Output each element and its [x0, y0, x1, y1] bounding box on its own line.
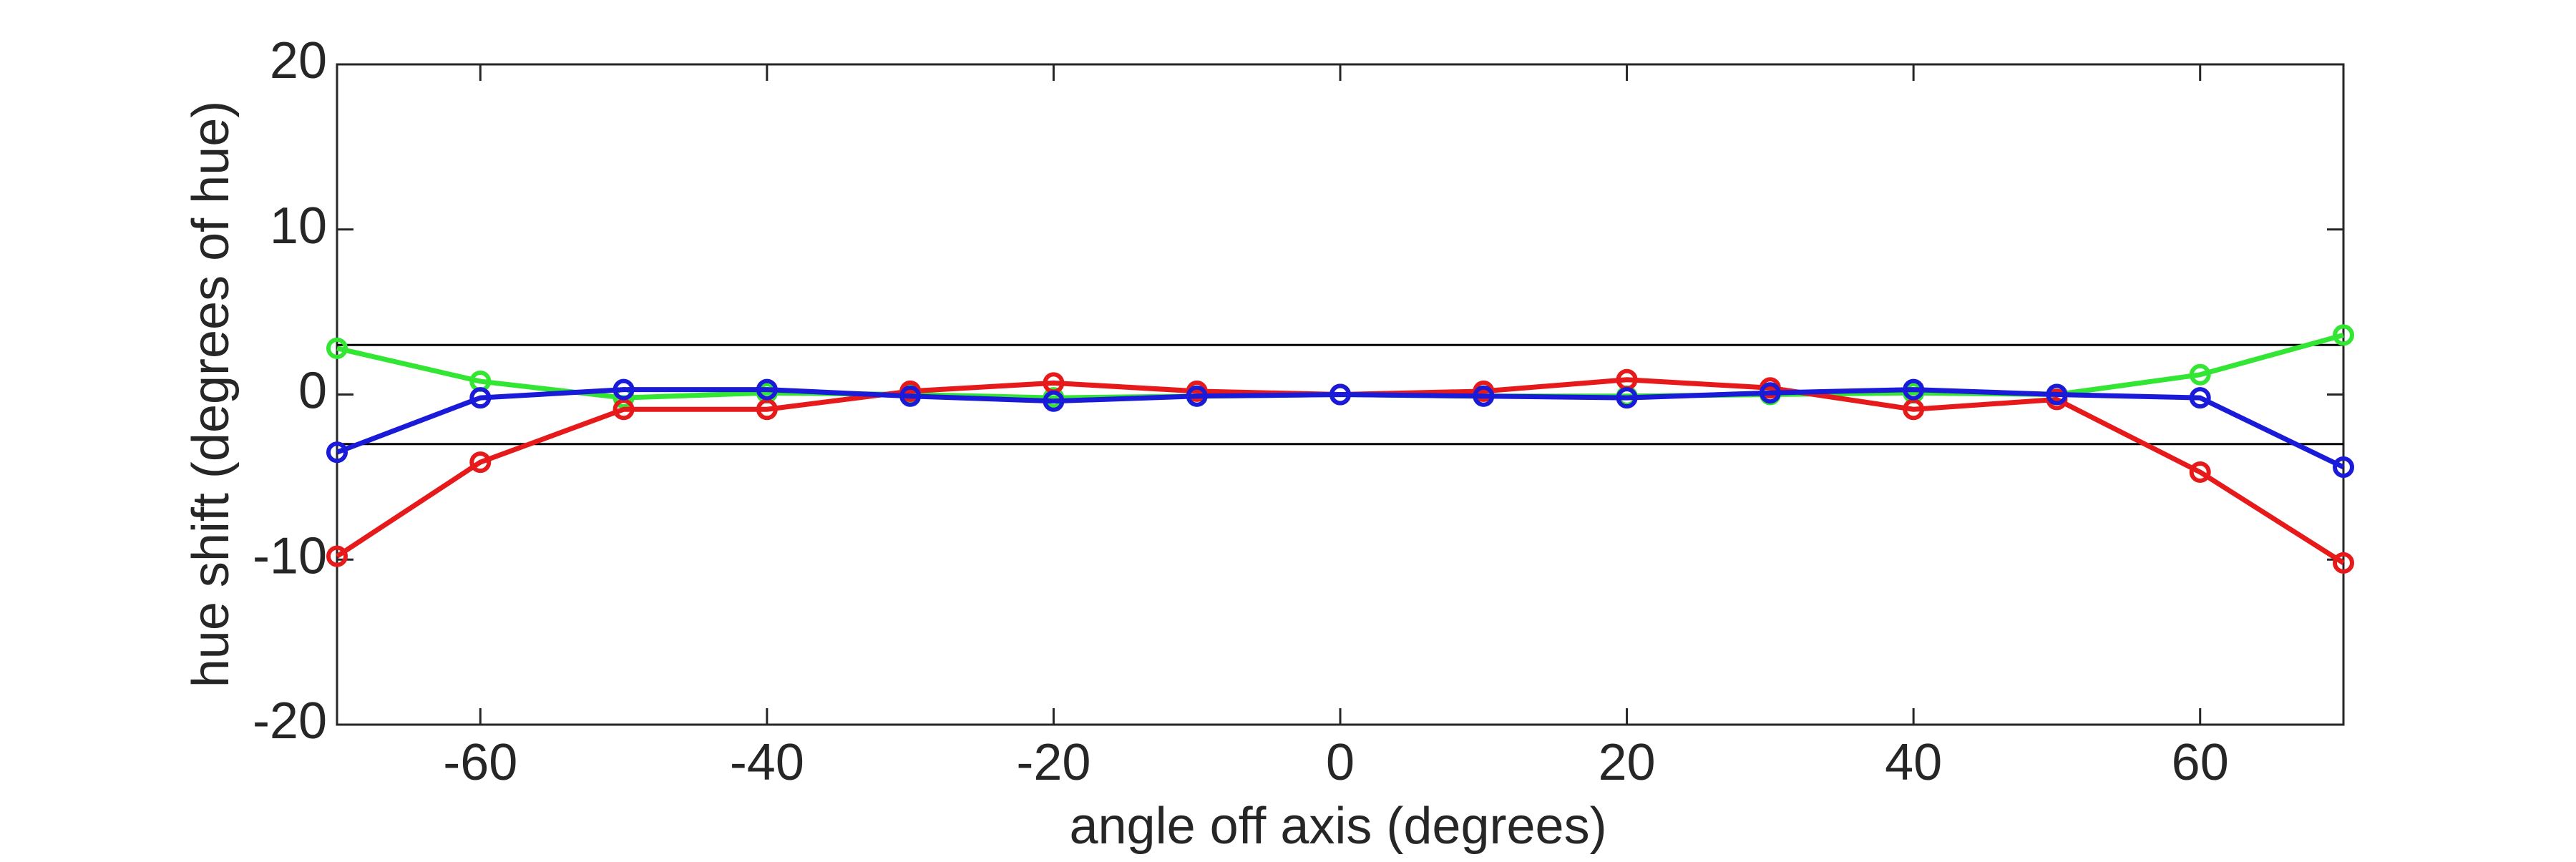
point-marker — [326, 545, 348, 567]
point-marker — [2333, 552, 2354, 574]
y-tick-label: 0 — [298, 363, 327, 420]
point-marker — [2046, 383, 2068, 406]
point-marker — [2189, 461, 2211, 483]
series-line — [336, 387, 2345, 470]
x-tick-label: -20 — [1016, 734, 1091, 791]
point-marker — [756, 398, 778, 421]
point-marker — [1903, 378, 1925, 401]
point-marker — [1043, 390, 1065, 412]
point-marker — [2189, 363, 2211, 386]
point-marker — [326, 441, 348, 464]
point-marker — [899, 385, 922, 407]
point-marker — [2333, 324, 2354, 346]
point-marker — [1903, 398, 1925, 421]
x-tick-label: 20 — [1599, 734, 1656, 791]
point-marker — [1759, 382, 1781, 404]
y-tick-label: -10 — [253, 527, 327, 584]
point-marker — [756, 378, 778, 401]
point-marker — [469, 387, 492, 409]
x-axis-label: angle off axis (degrees) — [1069, 798, 1606, 855]
point-marker — [1330, 383, 1351, 406]
y-tick-label: 20 — [270, 32, 327, 89]
point-marker — [326, 337, 348, 359]
point-marker — [613, 378, 635, 401]
point-marker — [2333, 456, 2354, 479]
x-tick-label: 40 — [1885, 734, 1942, 791]
y-tick-label: 10 — [270, 197, 327, 255]
point-marker — [1473, 385, 1495, 407]
point-marker — [1616, 387, 1638, 409]
point-marker — [1186, 385, 1208, 407]
point-marker — [2189, 387, 2211, 409]
x-tick-label: 0 — [1326, 734, 1355, 791]
x-tick-label: -40 — [730, 734, 804, 791]
point-marker — [469, 451, 492, 474]
point-marker — [613, 398, 635, 421]
y-tick-label: -20 — [253, 692, 327, 750]
x-tick-label: 60 — [2172, 734, 2229, 791]
y-axis-label: hue shift (degrees of hue) — [182, 101, 240, 688]
x-tick-label: -60 — [443, 734, 517, 791]
